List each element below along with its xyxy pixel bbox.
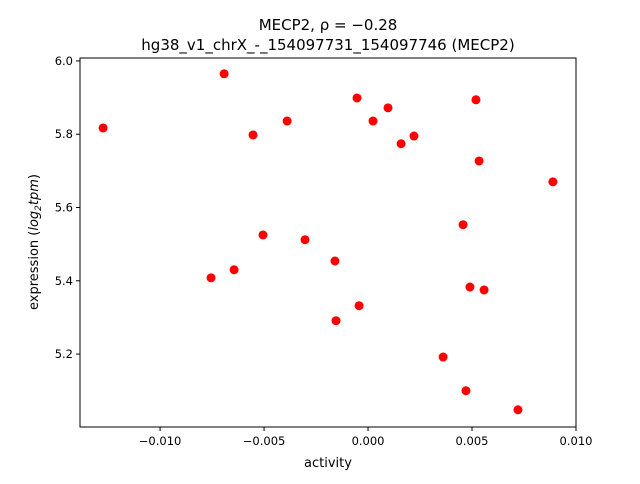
data-point [219,69,229,79]
y-tick-label: 5.6 [55,201,73,215]
data-point [258,230,268,240]
y-label-tpm: tpm [27,179,42,205]
data-point [548,177,558,187]
data-point [396,139,406,149]
data-point [330,256,340,266]
y-label-log: log [27,211,42,231]
x-tick-label: 0.005 [456,434,489,448]
x-axis: −0.010 −0.005 0.000 0.005 0.010 [139,427,593,448]
y-label-sub: 2 [34,205,44,211]
data-point [479,285,489,295]
y-tick-label: 6.0 [55,54,73,68]
y-tick-label: 5.8 [55,127,73,141]
data-point [352,93,362,103]
chart-title-line1: MECP2, ρ = −0.28 [259,16,398,34]
data-point [513,405,523,415]
x-tick-label: 0.010 [560,434,593,448]
y-label-prefix: expression ( [27,231,42,310]
y-tick-label: 5.4 [55,274,73,288]
x-axis-label: activity [304,456,352,471]
data-point [206,273,216,283]
y-label-suffix: ) [27,174,42,179]
data-point [458,220,468,230]
y-tick-label: 5.2 [55,347,73,361]
data-point [98,123,108,133]
data-point [409,131,419,141]
data-point [354,301,364,311]
plot-frame [79,57,577,428]
data-point [229,265,239,275]
data-point [383,103,393,113]
chart-title-line2: hg38_v1_chrX_-_154097731_154097746 (MECP… [141,36,514,55]
data-point [331,316,341,326]
points-layer [98,69,558,415]
data-point [461,386,471,396]
data-point [474,156,484,166]
x-tick-label: −0.005 [243,434,286,448]
x-tick-label: −0.010 [139,434,182,448]
data-point [465,282,475,292]
x-tick-label: 0.000 [352,434,385,448]
y-axis-label: expression (log2tpm) [27,174,44,310]
data-point [471,95,481,105]
data-point [300,235,310,245]
data-point [438,352,448,362]
data-point [282,116,292,126]
data-point [248,130,258,140]
data-point [368,116,378,126]
y-axis: 5.2 5.4 5.6 5.8 6.0 [55,54,80,361]
